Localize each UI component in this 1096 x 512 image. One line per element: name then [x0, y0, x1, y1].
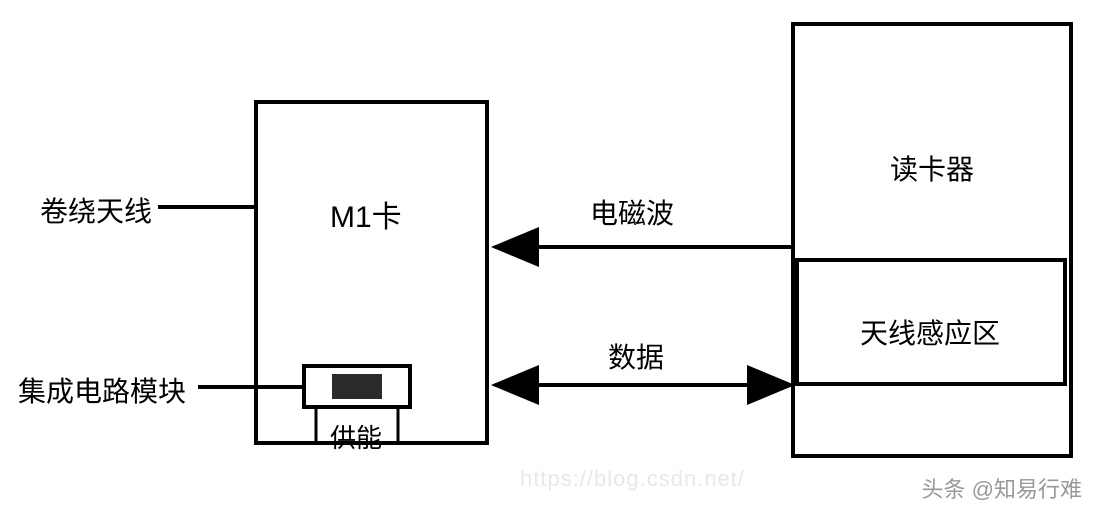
em-wave-label: 电磁波	[590, 192, 674, 232]
antenna-zone-label: 天线感应区	[860, 312, 1000, 352]
faint-watermark: https://blog.csdn.net/	[520, 466, 745, 492]
data-label: 数据	[608, 336, 664, 376]
coil-antenna-label: 卷绕天线	[40, 190, 152, 230]
ic-module-label: 集成电路模块	[18, 370, 186, 410]
reader-label: 读卡器	[890, 148, 974, 188]
ic-chip-inner	[332, 374, 382, 399]
m1-card-label: M1卡	[330, 192, 402, 236]
watermark-text: 头条 @知易行难	[922, 472, 1082, 504]
reader-box	[791, 22, 1073, 458]
power-supply-label: 供能	[330, 418, 382, 455]
